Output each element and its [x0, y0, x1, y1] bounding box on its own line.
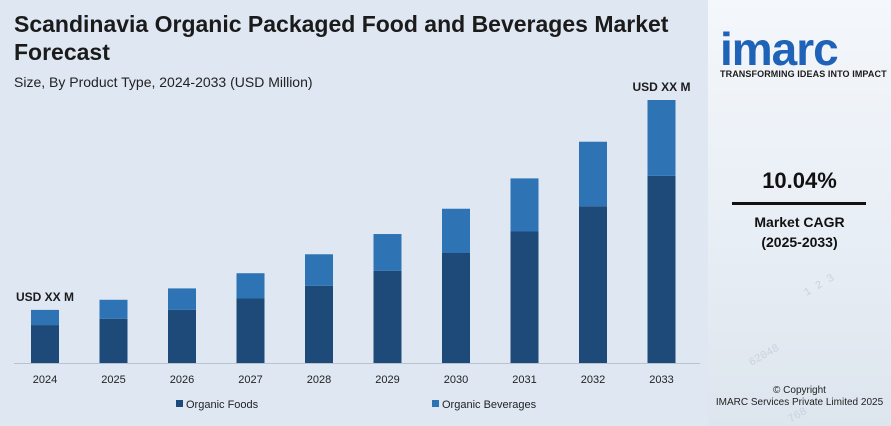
- bar-organic-beverages-2033: [647, 100, 676, 176]
- bar-organic-beverages-2024: [31, 309, 59, 326]
- cagr-label-line2: (2025-2033): [761, 234, 838, 250]
- legend-label: Organic Foods: [186, 399, 259, 411]
- x-tick-label: 2025: [101, 374, 125, 386]
- chart-panel: Scandinavia Organic Packaged Food and Be…: [14, 11, 700, 411]
- watermark-number: 1 2 3: [802, 272, 837, 300]
- cagr-label-line1: Market CAGR: [754, 214, 845, 230]
- bar-organic-beverages-2025: [99, 299, 128, 319]
- cagr-value: 10.04%: [762, 168, 837, 193]
- bar-organic-foods-2031: [510, 231, 539, 363]
- brand-panel: 1 2 3 62048 768 imarc TRANSFORMING IDEAS…: [708, 0, 891, 426]
- x-tick-label: 2029: [375, 374, 399, 386]
- bar-organic-foods-2028: [305, 285, 333, 363]
- legend-swatch: [176, 400, 183, 407]
- imarc-logo: imarc: [720, 23, 839, 75]
- legend-swatch: [432, 400, 439, 407]
- bar-organic-beverages-2027: [236, 273, 265, 299]
- bar-annotation-2024: USD XX M: [16, 290, 74, 304]
- copyright: © Copyright IMARC Services Private Limit…: [708, 385, 891, 409]
- bar-organic-foods-2026: [168, 309, 196, 363]
- x-tick-label: 2027: [238, 374, 262, 386]
- stacked-bar-chart: 2024 2025 2026 2027 2028 2029 2030 2031 2032 2033…: [14, 80, 700, 411]
- bar-organic-beverages-2026: [168, 288, 196, 310]
- bar-organic-beverages-2028: [305, 254, 333, 286]
- bar-organic-foods-2024: [31, 325, 59, 363]
- x-tick-label: 2032: [581, 374, 605, 386]
- bar-organic-foods-2029: [373, 270, 402, 363]
- bar-organic-foods-2032: [579, 206, 607, 363]
- bar-organic-beverages-2032: [579, 141, 607, 207]
- bar-organic-foods-2027: [236, 298, 265, 363]
- chart-subtitle: Size, By Product Type, 2024-2033 (USD Mi…: [14, 74, 313, 90]
- cagr-label: Market CAGR (2025-2033): [708, 212, 891, 252]
- chart-title: Scandinavia Organic Packaged Food and Be…: [14, 11, 669, 65]
- x-tick-label: 2033: [649, 374, 673, 386]
- copyright-line2: IMARC Services Private Limited 2025: [715, 397, 884, 408]
- bar-organic-foods-2033: [647, 175, 676, 363]
- x-tick-label: 2031: [512, 374, 536, 386]
- x-tick-label: 2028: [307, 374, 331, 386]
- bar-organic-foods-2025: [99, 318, 128, 363]
- bar-organic-foods-2030: [442, 252, 470, 363]
- cagr-divider: [732, 202, 866, 205]
- legend-label: Organic Beverages: [442, 399, 537, 411]
- logo-tagline: TRANSFORMING IDEAS INTO IMPACT: [720, 69, 887, 79]
- bar-organic-beverages-2031: [510, 178, 539, 232]
- bar-organic-beverages-2030: [442, 208, 470, 253]
- watermark-number: 62048: [747, 342, 782, 370]
- bar-organic-beverages-2029: [373, 234, 402, 271]
- copyright-line1: © Copyright: [773, 385, 826, 396]
- bar-annotation-2033: USD XX M: [632, 80, 690, 94]
- x-tick-label: 2024: [33, 374, 57, 386]
- x-tick-label: 2026: [170, 374, 194, 386]
- x-tick-label: 2030: [444, 374, 468, 386]
